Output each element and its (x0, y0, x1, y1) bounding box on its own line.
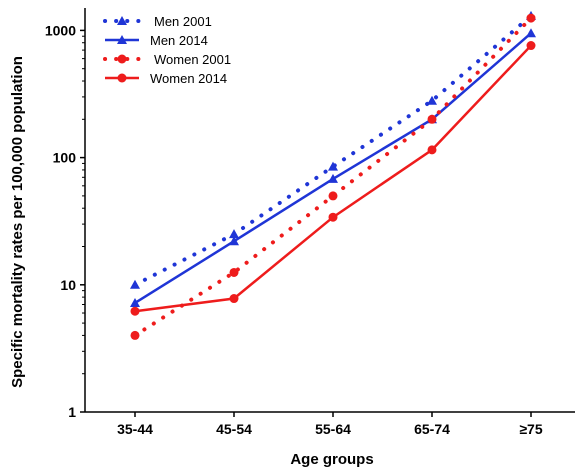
x-tick-label: 35-44 (117, 421, 153, 437)
x-axis-title: Age groups (290, 451, 373, 468)
data-point (229, 229, 239, 239)
series-layer (130, 10, 536, 340)
y-axis-title: Specific mortality rates per 100,000 pop… (9, 56, 26, 388)
x-tick-label: ≥75 (519, 421, 542, 437)
data-point (427, 114, 437, 124)
legend-item: Women 2014 (105, 71, 227, 86)
y-tick-label: 1 (68, 404, 76, 420)
legend-item: Men 2014 (105, 33, 208, 48)
axes: 1 10 100 1000 35-44 45-54 55-64 65-74 ≥75 (45, 8, 575, 437)
data-point (427, 145, 437, 155)
legend-label: Women 2014 (150, 71, 227, 86)
data-point (117, 16, 127, 25)
data-point (229, 267, 239, 277)
legend-item: Men 2001 (103, 14, 212, 29)
y-tick-label: 1000 (45, 22, 76, 38)
y-tick-label: 10 (60, 277, 76, 293)
data-point (526, 28, 536, 38)
legend-label: Men 2001 (154, 14, 212, 29)
series-women-2014 (130, 41, 536, 316)
data-point (117, 54, 127, 64)
data-point (117, 73, 127, 83)
data-point (130, 279, 140, 289)
data-point (526, 13, 536, 23)
data-point (427, 95, 437, 105)
data-point (117, 35, 127, 44)
data-point (328, 191, 338, 201)
data-point (229, 294, 239, 304)
x-tick-label: 55-64 (315, 421, 351, 437)
data-point (130, 297, 140, 307)
legend-item: Women 2001 (103, 52, 231, 67)
legend: Men 2001 Men 2014 Women 2001 Women 2014 (103, 14, 231, 86)
data-point (130, 330, 140, 340)
legend-label: Men 2014 (150, 33, 208, 48)
data-point (526, 41, 536, 51)
x-tick-label: 45-54 (216, 421, 252, 437)
data-point (130, 306, 140, 316)
series-women-2001 (130, 13, 536, 340)
y-tick-label: 100 (53, 150, 77, 166)
data-point (328, 212, 338, 222)
data-point (328, 173, 338, 183)
legend-label: Women 2001 (154, 52, 231, 67)
data-point (229, 236, 239, 246)
data-point (328, 161, 338, 171)
x-tick-label: 65-74 (414, 421, 450, 437)
